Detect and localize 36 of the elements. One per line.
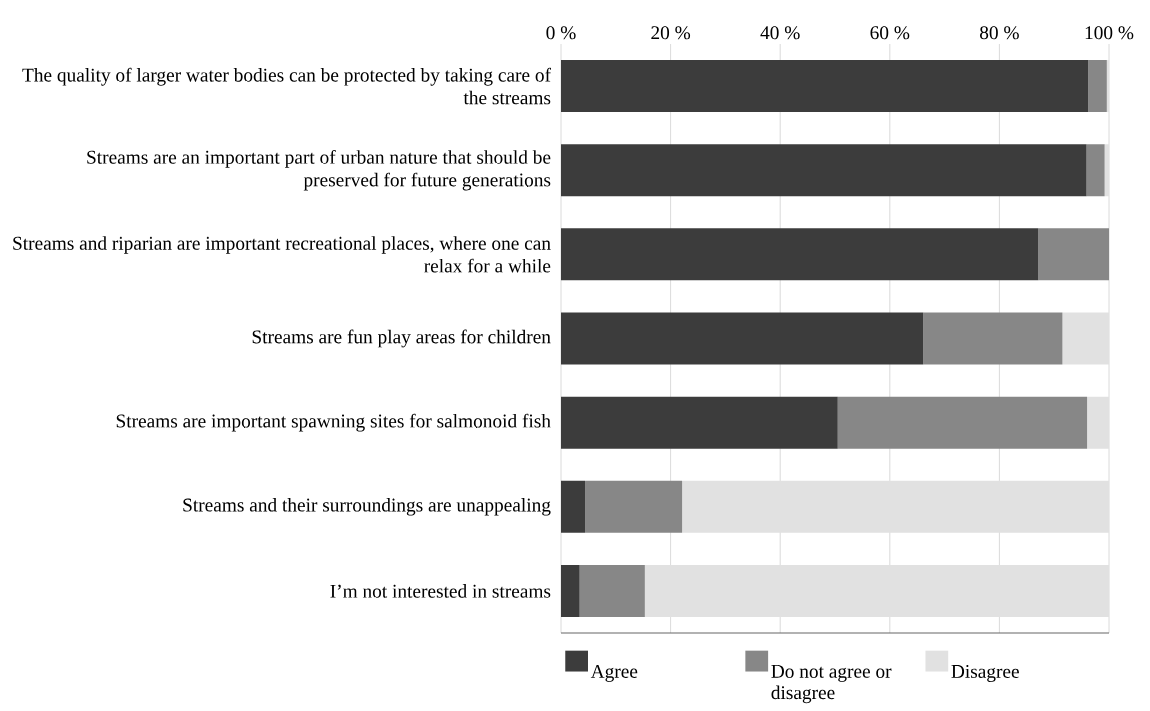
bar (561, 312, 924, 365)
bar (561, 396, 838, 449)
bar (682, 480, 1109, 533)
legend-label: Do not agree or disagree (771, 664, 892, 704)
bar (644, 564, 1109, 617)
x-tick-label: 20 % (651, 26, 691, 40)
y-tick-label: Streams are fun play areas for children (252, 329, 551, 348)
x-tick-label: 40 % (760, 26, 800, 40)
y-tick-label: The quality of larger water bodies can be protected by taking care of the streams (22, 67, 552, 105)
bar (579, 564, 645, 617)
x-tick-label: 0 % (546, 26, 576, 40)
bar (561, 228, 1039, 281)
bar (837, 396, 1088, 449)
bar (585, 480, 683, 533)
bar (1106, 60, 1109, 113)
bar (1087, 396, 1109, 449)
y-tick-label: Streams and riparian are important recreational places, where one can relax for a while (13, 236, 551, 273)
x-tick-label: 60 % (870, 26, 910, 40)
bar (1062, 312, 1109, 365)
bar (561, 144, 1087, 197)
bar (1038, 228, 1109, 281)
y-tick-label: I’m not interested in streams (330, 584, 551, 598)
legend-label: Disagree (951, 664, 1019, 682)
y-tick-label: Streams are an important part of urban nature that should be preserved for future generations (87, 150, 551, 191)
bar (561, 60, 1089, 113)
bar (1104, 144, 1109, 197)
bar (1088, 60, 1107, 113)
bar (923, 312, 1063, 365)
legend-label: Agree (590, 664, 638, 682)
bar (561, 564, 580, 617)
x-tick-label: 100 % (1085, 26, 1134, 40)
y-tick-label: Streams and their surroundings are unappealing (183, 497, 551, 516)
bar (1086, 144, 1105, 197)
x-tick-label: 80 % (980, 26, 1019, 40)
bar (561, 480, 586, 533)
y-tick-label: Streams are important spawning sites for salmonoid fish (116, 413, 551, 432)
